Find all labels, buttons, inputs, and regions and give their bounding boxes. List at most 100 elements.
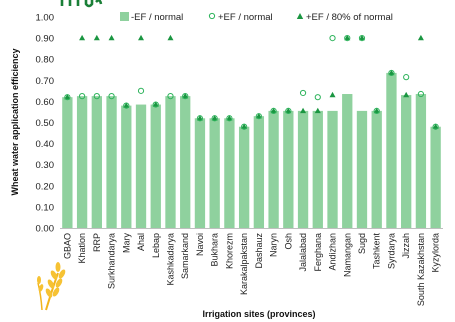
circle-marker (78, 93, 86, 100)
bar (180, 96, 191, 228)
triangle-marker (388, 69, 395, 76)
bar (91, 96, 102, 228)
x-tick-label: Andizhan (328, 233, 338, 271)
bar (401, 95, 412, 228)
circle-marker (314, 94, 321, 101)
bar (194, 118, 206, 228)
x-tick-label: Naryn (269, 233, 279, 257)
circle-marker (270, 107, 277, 114)
triangle-marker (403, 91, 410, 98)
triangle-marker (79, 34, 86, 41)
circle-marker (403, 74, 410, 81)
y-axis-title: Wheat water application efficiency (10, 48, 20, 195)
y-axis: 0.00 0.10 0.20 0.30 0.40 0.50 0.60 0.70 0.80 0.90… (36, 13, 55, 235)
circle-marker (299, 89, 307, 97)
triangle-marker (358, 34, 365, 41)
bar (297, 110, 309, 228)
circle-marker (388, 69, 395, 77)
x-tick-label: Ferghana (313, 233, 323, 272)
x-tick-label: South Kazakhstan (416, 233, 426, 306)
x-axis: GBAO Khatlon RRP Surkhandarya Mary Ahal Lebap K… (60, 228, 443, 306)
y-tick-label: 0.30 (36, 160, 55, 171)
bar (268, 110, 279, 228)
bar (135, 104, 147, 228)
bar (121, 105, 132, 228)
y-tick-label: 0.60 (36, 97, 55, 108)
circle-marker (329, 35, 336, 42)
circle-marker (137, 87, 145, 94)
triangle-marker (417, 34, 424, 41)
triangle-marker (196, 115, 203, 121)
bar (342, 94, 353, 228)
y-tick-label: 0.80 (36, 55, 55, 66)
x-tick-label: Samarkand (180, 233, 190, 279)
x-tick-label: Khatlon (77, 233, 87, 264)
chart-title-fragment (60, 0, 103, 8)
triangle-marker (211, 115, 218, 121)
x-tick-label: Jizzah (401, 233, 411, 259)
triangle-marker (241, 123, 248, 129)
bar (386, 72, 397, 228)
x-tick-label: Khorezm (224, 233, 234, 269)
y-tick-label: 0.20 (36, 181, 55, 192)
wheat-icon (37, 262, 66, 311)
circle-marker (417, 90, 425, 98)
triangle-marker (270, 107, 277, 114)
triangle-marker (64, 93, 71, 100)
circle-marker (226, 115, 233, 122)
x-axis-title: Irrigation sites (provinces) (202, 309, 315, 319)
triangle-marker (255, 112, 262, 119)
x-tick-label: Jalalabad (298, 233, 308, 272)
bar (312, 110, 323, 228)
x-tick-label: GBAO (62, 233, 72, 259)
circle-marker (373, 107, 380, 114)
bar (238, 126, 250, 228)
triangle-marker (314, 107, 321, 114)
bar (430, 126, 441, 228)
bar (415, 94, 427, 228)
circle-marker (182, 93, 189, 100)
triangle-marker (152, 101, 159, 107)
circle-marker (344, 35, 351, 42)
triangle-marker (300, 107, 307, 114)
bar (165, 96, 176, 228)
circle-marker (93, 93, 100, 100)
x-tick-label: Tashkent (372, 233, 382, 270)
x-tick-label: Dashauz (254, 233, 264, 269)
bar (283, 110, 294, 228)
x-tick-label: Navoi (195, 233, 205, 256)
triangle-marker (373, 107, 380, 114)
x-tick-label: Ahal (136, 233, 146, 251)
legend-label-ef-80: +EF / 80% of normal (306, 12, 393, 23)
x-tick-label: Namangan (342, 233, 352, 277)
x-tick-label: Sugd (357, 233, 367, 254)
circle-marker (196, 115, 204, 122)
legend-label-ef-normal-neg: -EF / normal (131, 12, 183, 23)
x-tick-label: Kashkadarya (165, 233, 175, 286)
circle-marker (255, 113, 262, 120)
triangle-marker (167, 34, 174, 41)
circle-marker (152, 101, 159, 108)
triangle-marker (344, 34, 351, 41)
legend-swatch-bar (120, 12, 129, 21)
y-tick-label: 0.50 (36, 118, 55, 129)
x-tick-label: Lebap (151, 233, 161, 258)
triangle-marker (123, 102, 130, 108)
circle-marker (285, 107, 292, 114)
x-tick-label: Kyzylorda (431, 233, 441, 273)
y-tick-label: 0.40 (36, 139, 55, 150)
x-tick-label: RRP (92, 233, 102, 252)
y-tick-label: 0.10 (36, 202, 55, 213)
bar (106, 96, 117, 228)
triangle-marker (226, 115, 233, 121)
markers (64, 34, 439, 130)
y-tick-label: 0.70 (36, 76, 55, 87)
bar (327, 110, 338, 228)
bar (253, 116, 265, 228)
triangle-marker (329, 91, 336, 98)
circle-marker (432, 123, 439, 130)
x-tick-label: Syrdarya (386, 233, 396, 269)
bar (356, 110, 368, 228)
bar (371, 110, 382, 228)
